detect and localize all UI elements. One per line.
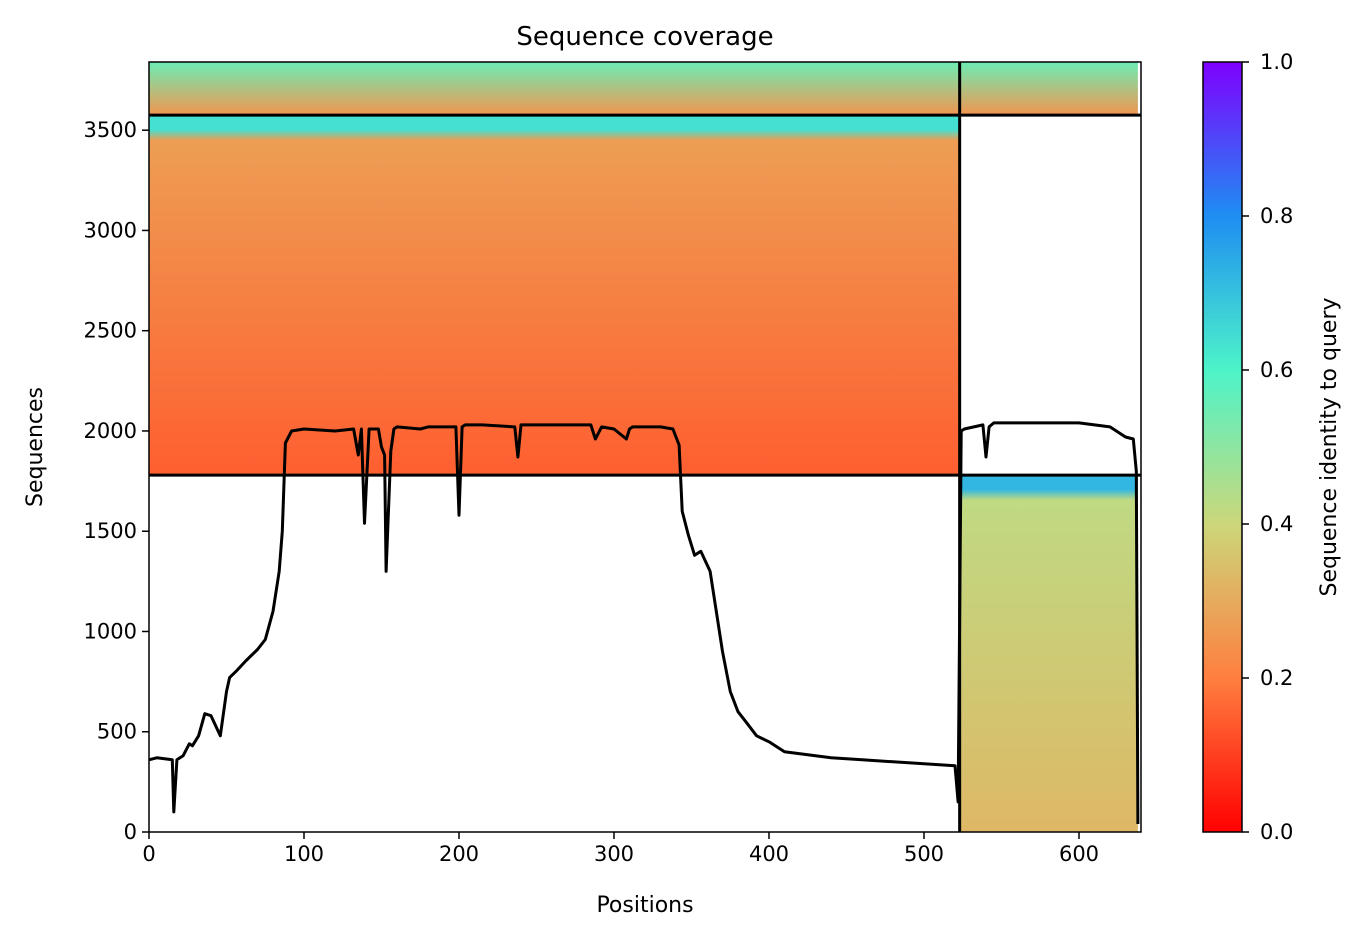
x-tick-label: 600 xyxy=(1059,842,1099,866)
heatmap-block-a xyxy=(959,475,1138,832)
x-tick-label: 400 xyxy=(749,842,789,866)
y-axis-label: Sequences xyxy=(23,387,48,507)
y-tick-label: 3500 xyxy=(84,118,137,142)
colorbar-tick-label: 0.4 xyxy=(1260,512,1293,536)
y-tick-label: 500 xyxy=(97,720,137,744)
colorbar xyxy=(1202,61,1243,833)
x-tick-label: 100 xyxy=(284,842,324,866)
colorbar-tick-label: 0.6 xyxy=(1260,358,1293,382)
x-axis-label: Positions xyxy=(596,893,693,918)
x-axis-ticks: 0 100 200 300 400 500 600 xyxy=(142,832,1099,866)
y-tick-label: 1500 xyxy=(84,519,137,543)
x-tick-label: 500 xyxy=(904,842,944,866)
coverage-line xyxy=(149,421,1140,825)
coverage-heatmap xyxy=(149,62,1138,832)
colorbar-tick-label: 0.8 xyxy=(1260,204,1293,228)
plot-frame xyxy=(148,61,1142,833)
y-tick-label: 0 xyxy=(124,820,137,844)
colorbar-ticks: 0.0 0.2 0.4 0.6 0.8 1.0 xyxy=(1242,50,1293,844)
colorbar-tick-label: 1.0 xyxy=(1260,50,1293,74)
y-axis-ticks: 0 500 1000 1500 2000 2500 3000 3500 xyxy=(84,118,149,844)
y-tick-label: 1000 xyxy=(84,619,137,643)
colorbar-label: Sequence identity to query xyxy=(1317,297,1342,596)
heatmap-block-b xyxy=(149,115,960,476)
colorbar-tick-label: 0.2 xyxy=(1260,666,1293,690)
heatmap-block-c xyxy=(149,62,1138,116)
x-tick-label: 200 xyxy=(439,842,479,866)
x-tick-label: 0 xyxy=(142,842,155,866)
y-tick-label: 2000 xyxy=(84,419,137,443)
plot-area xyxy=(149,62,1141,832)
chart-title: Sequence coverage xyxy=(516,22,773,52)
y-tick-label: 3000 xyxy=(84,218,137,242)
colorbar-tick-label: 0.0 xyxy=(1260,820,1293,844)
x-tick-label: 300 xyxy=(594,842,634,866)
y-tick-label: 2500 xyxy=(84,319,137,343)
